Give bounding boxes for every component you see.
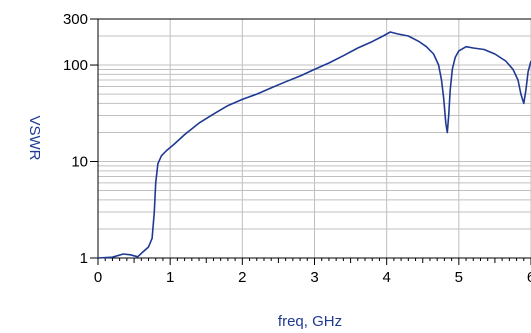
x-tick-label: 1: [166, 269, 174, 286]
axis-ticks: [90, 18, 531, 265]
x-tick-label: 2: [238, 269, 246, 286]
x-tick-label: 6: [527, 269, 531, 286]
x-tick-label: 3: [310, 269, 318, 286]
y-axis-label: VSWR: [26, 116, 43, 161]
y-tick-label: 100: [63, 57, 88, 74]
plot-frame: [97, 18, 531, 259]
y-tick-label: 10: [71, 154, 88, 171]
grid: [97, 18, 531, 259]
x-tick-label: 5: [455, 269, 463, 286]
x-tick-label: 0: [94, 269, 102, 286]
vswr-curve: [97, 31, 531, 259]
y-tick-label: 300: [63, 11, 88, 28]
y-tick-label: 1: [80, 250, 88, 267]
x-axis-label: freq, GHz: [278, 313, 342, 330]
y-tick-labels: 1 10 100 300: [63, 11, 88, 267]
x-tick-labels: 0 1 2 3 4 5 6: [94, 269, 531, 286]
x-tick-label: 4: [382, 269, 390, 286]
